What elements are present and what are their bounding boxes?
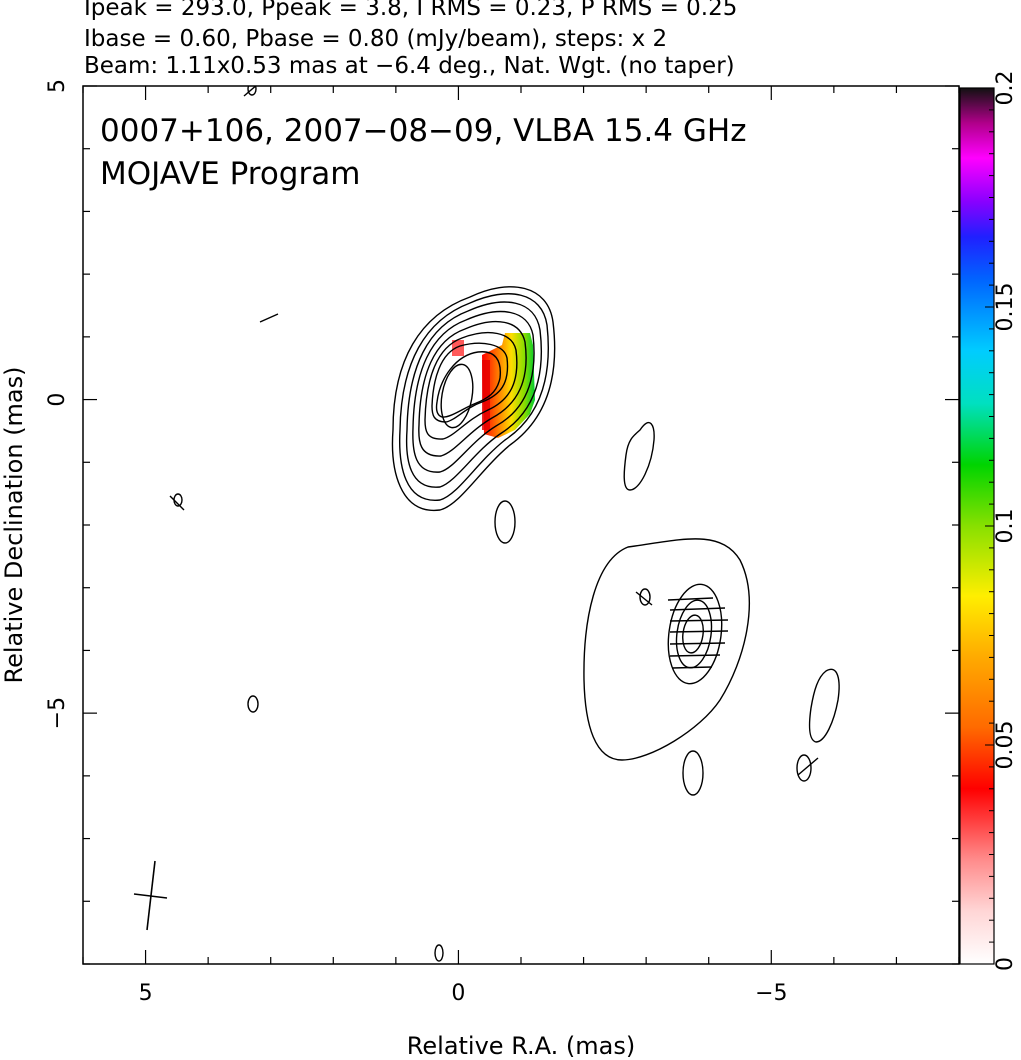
program-label: MOJAVE Program: [100, 156, 360, 192]
contour-level: [412, 310, 535, 473]
x-tick-label: 0: [451, 981, 465, 1006]
evpa-vector: [635, 591, 653, 606]
x-axis-label: Relative R.A. (mas): [407, 1032, 635, 1060]
source-title: 0007+106, 2007−08−09, VLBA 15.4 GHz: [100, 113, 746, 149]
noise-contour: [796, 754, 812, 782]
y-tick-label: 0: [45, 393, 70, 407]
contour-level: [391, 286, 556, 511]
pol-pixel: [452, 340, 464, 356]
evpa-vector: [669, 630, 729, 633]
noise-contour: [808, 668, 840, 743]
contour-level: [424, 331, 518, 440]
noise-contour: [494, 500, 516, 544]
map-content: [133, 86, 840, 962]
colorbar-tick-label: 0.15: [993, 283, 1018, 332]
contour-level: [667, 583, 723, 685]
x-tick-label: −5: [755, 981, 787, 1006]
plot-frame: [82, 85, 960, 965]
evpa-vector: [669, 607, 726, 611]
polarization-map: [452, 333, 535, 438]
noise-contour: [682, 750, 704, 796]
stats-line-1: Ipeak = 293.0, Ppeak = 3.8, I RMS = 0.23…: [84, 0, 738, 21]
contour-level: [418, 321, 527, 457]
evpa-vector: [169, 495, 185, 511]
y-tick-label: −5: [45, 697, 70, 729]
axis-ticks: [82, 85, 960, 965]
beam-info-line: Beam: 1.11x0.53 mas at −6.4 deg., Nat. W…: [84, 53, 735, 79]
colorbar-tick-label: 0.1: [993, 509, 1018, 544]
core-contours: [391, 286, 556, 511]
noise-contour: [247, 695, 259, 713]
colorbar-tick-label: 0.2: [993, 71, 1018, 106]
x-tick-label: 5: [139, 981, 153, 1006]
stats-line-2: Ibase = 0.60, Pbase = 0.80 (mJy/beam), s…: [84, 26, 668, 52]
contour-level: [435, 351, 502, 418]
beam-marker: [133, 860, 168, 931]
noise-contour: [434, 944, 444, 962]
contour-level: [431, 342, 509, 423]
noise-contour: [247, 86, 257, 96]
evpa-vector: [243, 86, 257, 97]
contour-peak: [440, 363, 474, 429]
colorbar-tick-label: 0: [993, 957, 1018, 971]
evpa-vector: [669, 642, 726, 645]
contour-level: [405, 301, 543, 488]
evpa-vector: [669, 619, 729, 622]
beam-minor-axis: [133, 893, 168, 899]
evpa-vector: [797, 757, 819, 776]
evpa-vector: [669, 654, 721, 657]
noise-contour: [639, 588, 651, 606]
pol-region: [482, 333, 535, 438]
colorbar-ticks: [985, 87, 994, 965]
noise-contour: [623, 421, 655, 491]
contour-level: [398, 293, 549, 501]
y-tick-label: 5: [45, 79, 70, 93]
y-axis-label: Relative Declination (mas): [0, 366, 28, 683]
contour-level: [583, 538, 750, 761]
contour-peak: [682, 614, 704, 654]
secondary-contours: [583, 538, 750, 761]
colorbar-tick-label: 0.05: [993, 721, 1018, 770]
evpa-vector: [259, 313, 279, 323]
evpa-vectors: [169, 86, 819, 776]
evpa-vector: [667, 597, 714, 601]
pol-strip: [482, 360, 490, 430]
evpa-vector: [671, 666, 713, 669]
noise-contours: [173, 86, 840, 962]
